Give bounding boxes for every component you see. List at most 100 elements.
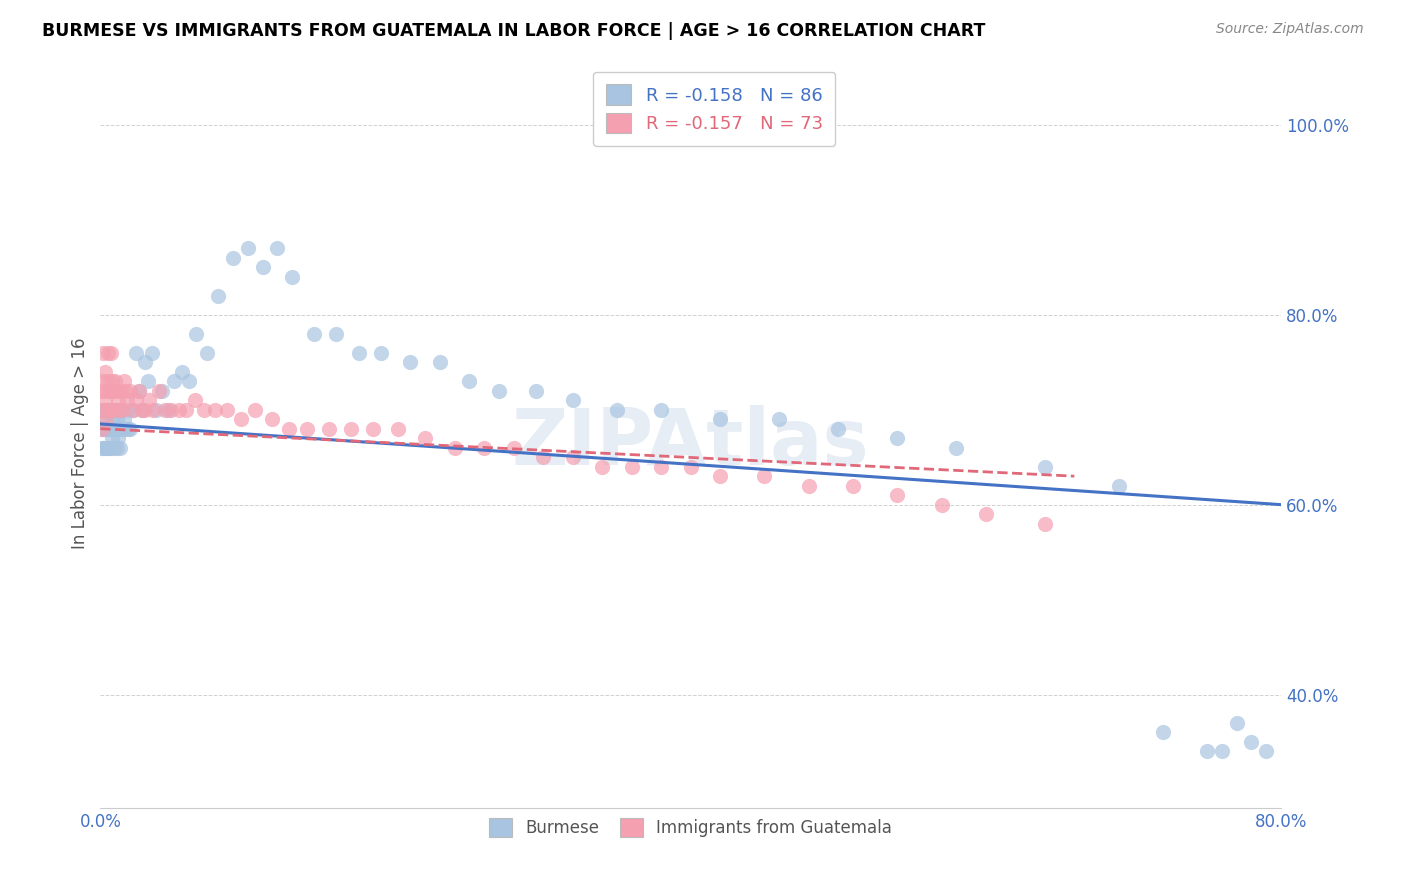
Point — [101, 374, 124, 388]
Point — [128, 384, 150, 398]
Point — [118, 422, 141, 436]
Point — [97, 345, 120, 359]
Point — [103, 402, 125, 417]
Point — [121, 402, 143, 417]
Point — [104, 374, 127, 388]
Point — [399, 355, 422, 369]
Point — [1033, 459, 1056, 474]
Point — [90, 402, 112, 417]
Point — [96, 422, 118, 436]
Point — [125, 393, 148, 408]
Point — [561, 450, 583, 465]
Point — [160, 402, 183, 417]
Point — [170, 365, 193, 379]
Point — [163, 374, 186, 388]
Point — [429, 355, 451, 369]
Point — [184, 393, 207, 408]
Point — [174, 402, 197, 417]
Point — [114, 384, 136, 398]
Point — [1152, 725, 1174, 739]
Point — [121, 402, 143, 417]
Point — [107, 393, 129, 408]
Point — [561, 393, 583, 408]
Point — [111, 402, 134, 417]
Point — [91, 412, 114, 426]
Point — [222, 251, 245, 265]
Point — [193, 402, 215, 417]
Point — [111, 402, 134, 417]
Point — [606, 402, 628, 417]
Point — [304, 326, 326, 341]
Point — [134, 402, 156, 417]
Point — [1108, 478, 1130, 492]
Point — [281, 269, 304, 284]
Point — [650, 459, 672, 474]
Point — [100, 384, 122, 398]
Point — [110, 384, 132, 398]
Point — [104, 422, 127, 436]
Point — [141, 345, 163, 359]
Point — [245, 402, 267, 417]
Y-axis label: In Labor Force | Age > 16: In Labor Force | Age > 16 — [72, 337, 89, 549]
Point — [1033, 516, 1056, 531]
Point — [114, 422, 136, 436]
Point — [974, 507, 997, 521]
Point — [768, 412, 790, 426]
Point — [142, 402, 165, 417]
Point — [387, 422, 409, 436]
Point — [97, 441, 120, 455]
Point — [1197, 744, 1219, 758]
Point — [90, 384, 112, 398]
Point — [524, 384, 547, 398]
Point — [150, 384, 173, 398]
Point — [207, 289, 229, 303]
Point — [115, 393, 138, 408]
Point — [100, 422, 122, 436]
Point — [94, 441, 117, 455]
Point — [91, 441, 114, 455]
Point — [458, 374, 481, 388]
Point — [145, 402, 167, 417]
Point — [347, 345, 370, 359]
Legend: Burmese, Immigrants from Guatemala: Burmese, Immigrants from Guatemala — [482, 812, 898, 844]
Point — [186, 326, 208, 341]
Point — [97, 422, 120, 436]
Point — [177, 374, 200, 388]
Point — [842, 478, 865, 492]
Point — [157, 402, 180, 417]
Point — [363, 422, 385, 436]
Point — [502, 441, 524, 455]
Point — [112, 412, 135, 426]
Point — [370, 345, 392, 359]
Point — [931, 498, 953, 512]
Point — [100, 441, 122, 455]
Point — [98, 384, 121, 398]
Point — [155, 402, 177, 417]
Point — [709, 469, 731, 483]
Point — [108, 402, 131, 417]
Point — [709, 412, 731, 426]
Point — [117, 422, 139, 436]
Text: BURMESE VS IMMIGRANTS FROM GUATEMALA IN LABOR FORCE | AGE > 16 CORRELATION CHART: BURMESE VS IMMIGRANTS FROM GUATEMALA IN … — [42, 22, 986, 40]
Point — [90, 422, 112, 436]
Point — [591, 459, 613, 474]
Point — [94, 422, 117, 436]
Point — [98, 422, 121, 436]
Point — [1240, 735, 1263, 749]
Point — [886, 488, 908, 502]
Point — [112, 374, 135, 388]
Point — [650, 402, 672, 417]
Point — [94, 402, 117, 417]
Point — [97, 402, 120, 417]
Point — [96, 412, 118, 426]
Point — [108, 441, 131, 455]
Text: Source: ZipAtlas.com: Source: ZipAtlas.com — [1216, 22, 1364, 37]
Point — [217, 402, 239, 417]
Point — [128, 384, 150, 398]
Point — [134, 355, 156, 369]
Point — [98, 402, 121, 417]
Point — [754, 469, 776, 483]
Point — [90, 422, 112, 436]
Point — [100, 402, 122, 417]
Point — [295, 422, 318, 436]
